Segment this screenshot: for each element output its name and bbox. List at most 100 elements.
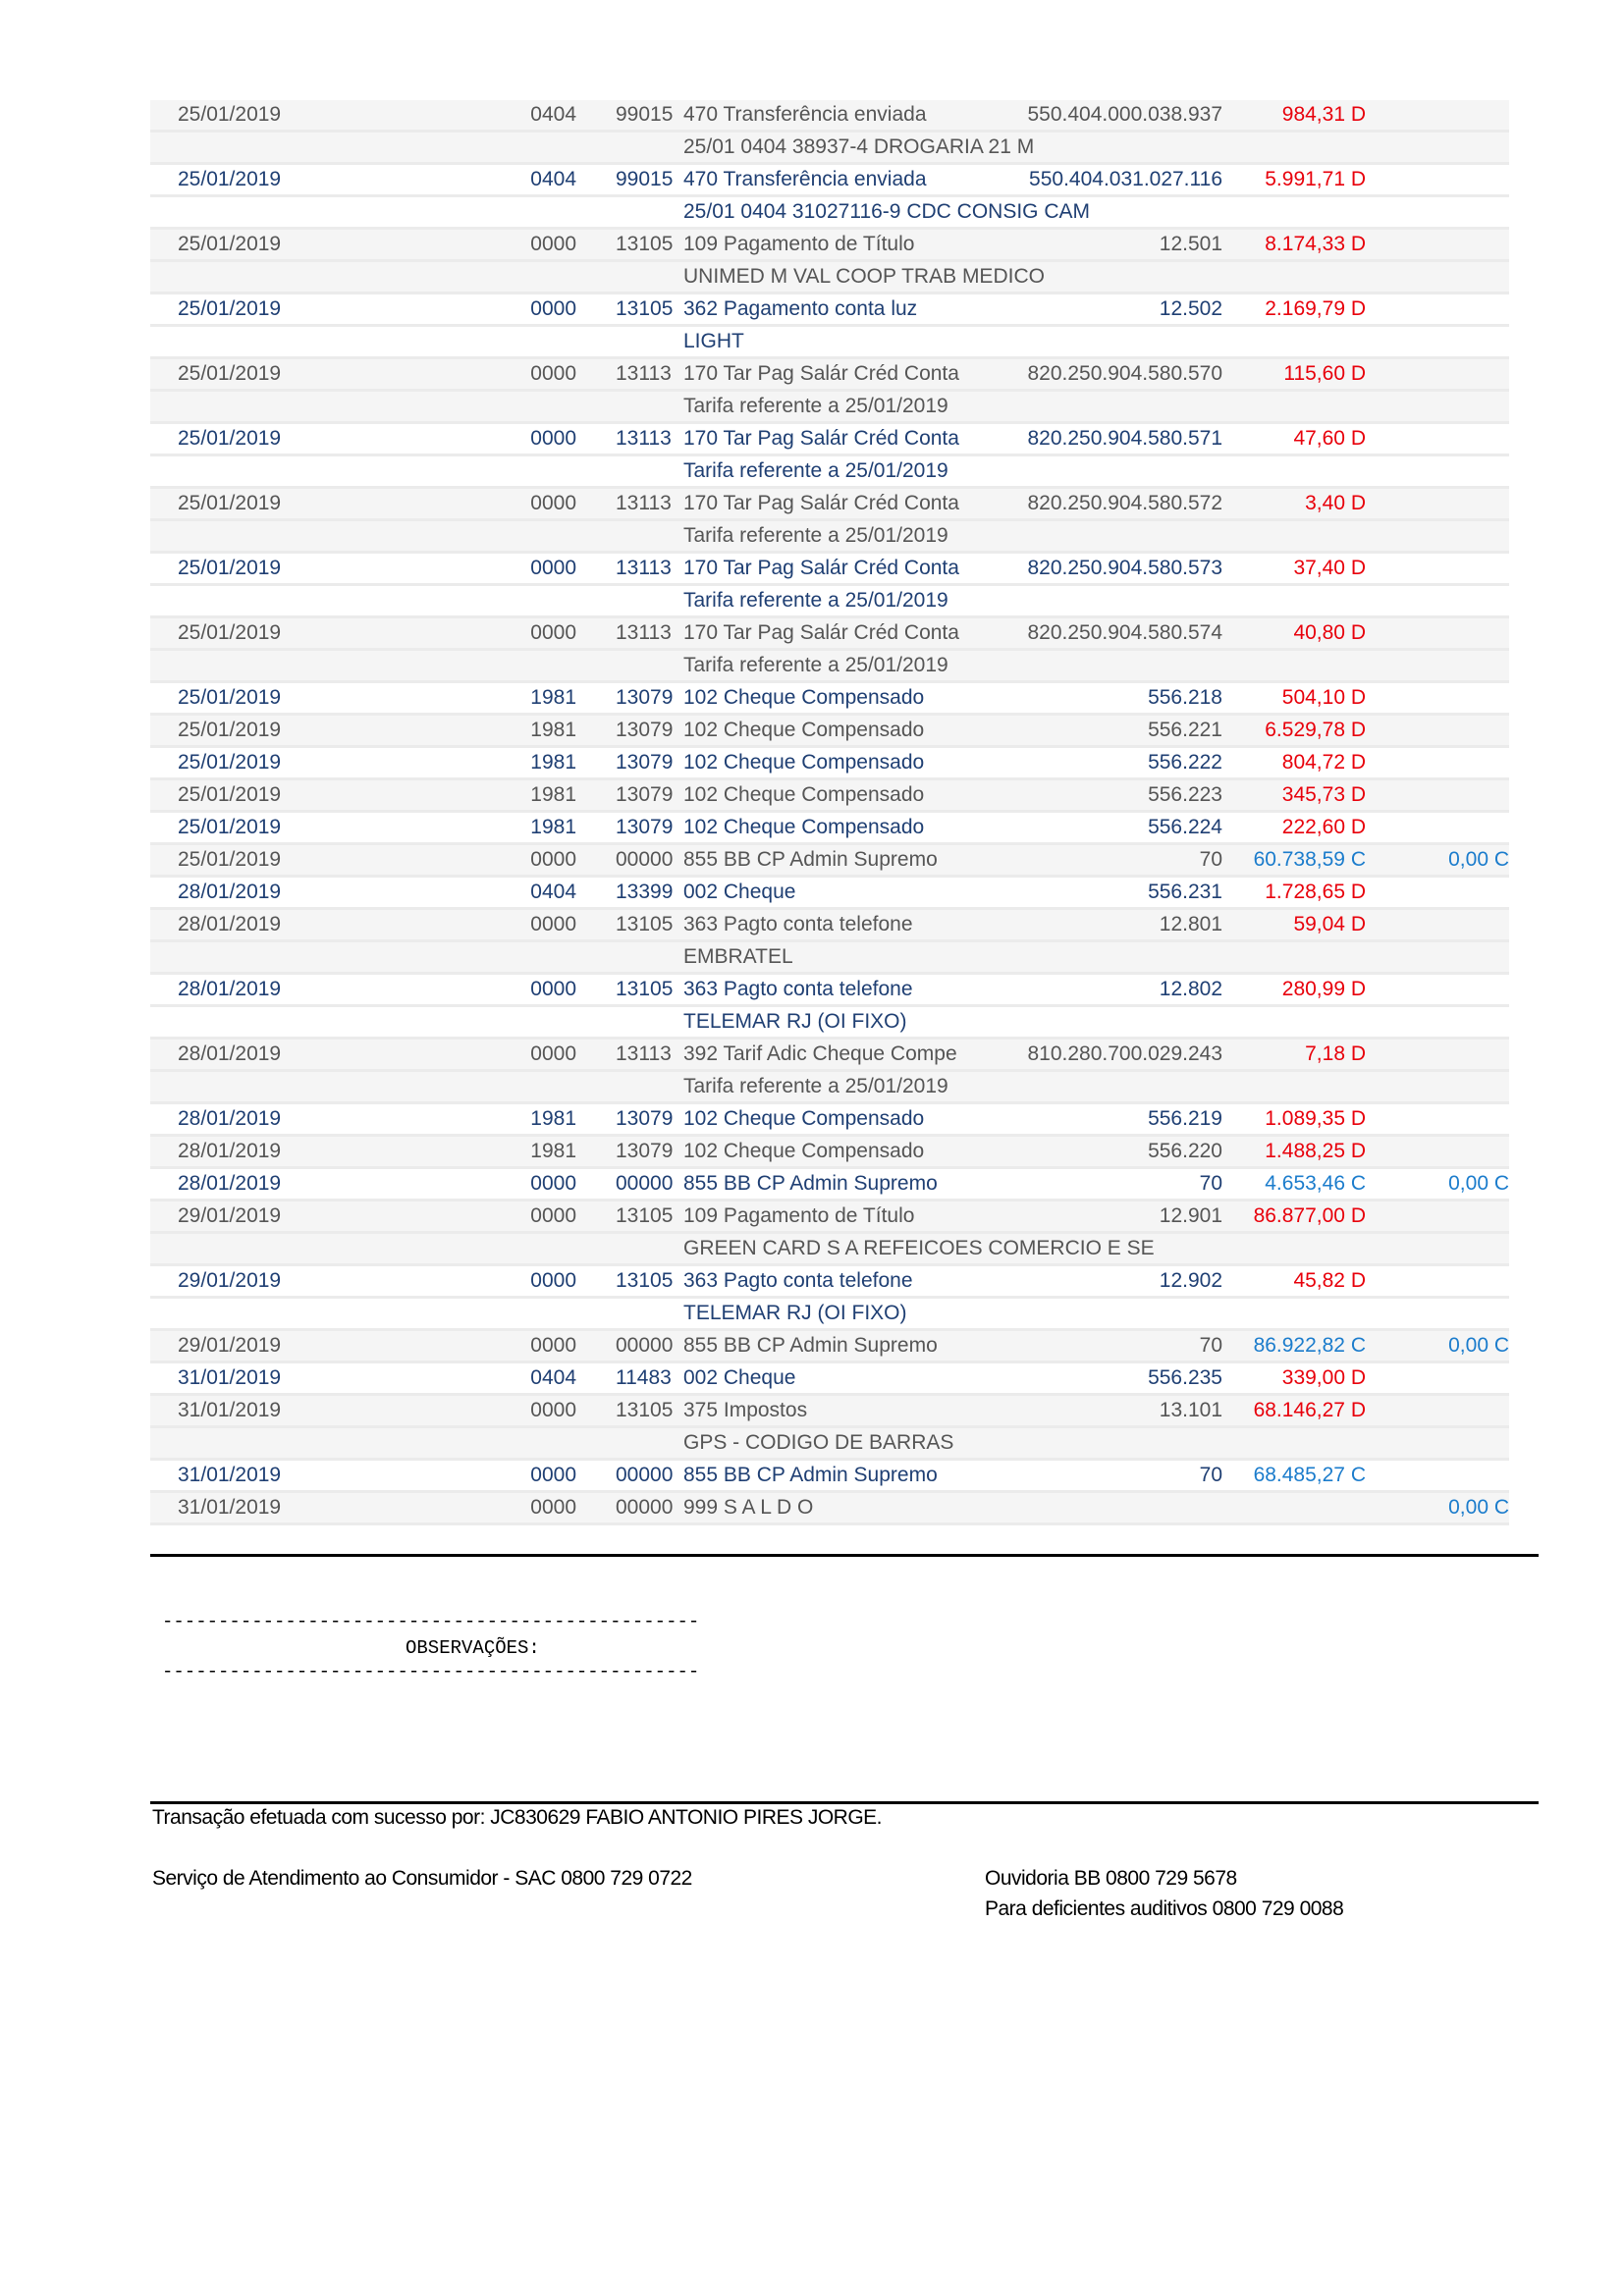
value-cell: 47,60 D — [1293, 427, 1366, 450]
observations-top-dashes: ----------------------------------------… — [162, 1611, 700, 1632]
value-cell: 345,73 D — [1281, 783, 1366, 806]
date-cell: 25/01/2019 — [178, 297, 282, 320]
lote-cell: 13105 — [616, 233, 674, 255]
history-cell: 363 Pagto conta telefone — [683, 978, 913, 1000]
lote-cell: 13079 — [616, 719, 674, 741]
document-cell: 556.220 — [1148, 1140, 1222, 1162]
lote-cell: 00000 — [616, 1334, 674, 1357]
lote-cell: 00000 — [616, 1172, 674, 1195]
history-cell: 109 Pagamento de Título — [683, 233, 915, 255]
table-row: 29/01/2019 0000 00000 855 BB CP Admin Supre… — [150, 1331, 1509, 1363]
value-cell: 3,40 D — [1305, 492, 1366, 514]
history-cell: 002 Cheque — [683, 1366, 796, 1389]
agency-cell: 0000 — [530, 1204, 576, 1227]
value-cell: 984,31 D — [1281, 103, 1366, 126]
table-row-detail: Tarifa referente a 25/01/2019 — [150, 651, 1509, 683]
agency-cell: 0000 — [530, 1172, 576, 1195]
table-row: 25/01/2019 0000 13105 109 Pagamento de Títu… — [150, 230, 1509, 262]
agency-cell: 0000 — [530, 1464, 576, 1486]
history-cell: 363 Pagto conta telefone — [683, 1269, 913, 1292]
table-row: 25/01/2019 0000 13113 170 Tar Pag Salár Cré… — [150, 489, 1509, 521]
document-cell: 556.219 — [1148, 1107, 1222, 1130]
document-cell: 810.280.700.029.243 — [1027, 1042, 1222, 1065]
agency-cell: 1981 — [530, 1140, 576, 1162]
document-cell: 70 — [1199, 1464, 1222, 1486]
balance-cell: 0,00 C — [1448, 848, 1509, 871]
table-row: 25/01/2019 0404 99015 470 Transferência env… — [150, 165, 1509, 197]
table-row: 25/01/2019 0000 13105 362 Pagamento conta l… — [150, 294, 1509, 327]
table-row: 31/01/2019 0000 13105 375 Impostos 13.101 68.… — [150, 1396, 1509, 1428]
detail-cell: Tarifa referente a 25/01/2019 — [683, 459, 948, 482]
table-row: 25/01/2019 0000 13113 170 Tar Pag Salár Cré… — [150, 554, 1509, 586]
detail-cell: TELEMAR RJ (OI FIXO) — [683, 1302, 907, 1324]
detail-cell: 25/01 0404 38937-4 DROGARIA 21 M — [683, 135, 1035, 158]
table-row-detail: LIGHT — [150, 327, 1509, 359]
document-cell: 70 — [1199, 1334, 1222, 1357]
history-cell: 170 Tar Pag Salár Créd Conta — [683, 362, 959, 385]
history-cell: 109 Pagamento de Título — [683, 1204, 915, 1227]
history-cell: 102 Cheque Compensado — [683, 1107, 925, 1130]
history-cell: 102 Cheque Compensado — [683, 686, 925, 709]
table-row-detail: 25/01 0404 38937-4 DROGARIA 21 M — [150, 133, 1509, 165]
table-row-detail: Tarifa referente a 25/01/2019 — [150, 586, 1509, 618]
value-cell: 222,60 D — [1281, 816, 1366, 838]
table-row: 25/01/2019 0000 13113 170 Tar Pag Salár Cré… — [150, 359, 1509, 392]
date-cell: 31/01/2019 — [178, 1464, 282, 1486]
agency-cell: 0404 — [530, 103, 576, 126]
date-cell: 28/01/2019 — [178, 1140, 282, 1162]
date-cell: 29/01/2019 — [178, 1334, 282, 1357]
table-row: 28/01/2019 0404 13399 002 Cheque 556.231 1.72… — [150, 878, 1509, 910]
history-cell: 170 Tar Pag Salár Créd Conta — [683, 557, 959, 579]
lote-cell: 00000 — [616, 1464, 674, 1486]
value-cell: 280,99 D — [1281, 978, 1366, 1000]
observations-label: OBSERVAÇÕES: — [406, 1637, 540, 1659]
history-cell: 102 Cheque Compensado — [683, 783, 925, 806]
document-cell: 70 — [1199, 1172, 1222, 1195]
agency-cell: 0404 — [530, 1366, 576, 1389]
agency-cell: 0000 — [530, 1042, 576, 1065]
document-cell: 12.802 — [1159, 978, 1222, 1000]
history-cell: 375 Impostos — [683, 1399, 808, 1421]
table-row: 28/01/2019 0000 13113 392 Tarif Adic Cheque… — [150, 1040, 1509, 1072]
lote-cell: 13105 — [616, 1269, 674, 1292]
detail-cell: Tarifa referente a 25/01/2019 — [683, 589, 948, 612]
lote-cell: 99015 — [616, 103, 674, 126]
date-cell: 28/01/2019 — [178, 1172, 282, 1195]
lote-cell: 13113 — [616, 492, 672, 514]
document-cell: 820.250.904.580.573 — [1027, 557, 1222, 579]
value-cell: 68.485,27 C — [1253, 1464, 1366, 1486]
date-cell: 31/01/2019 — [178, 1496, 282, 1519]
table-row-detail: GREEN CARD S A REFEICOES COMERCIO E SE — [150, 1234, 1509, 1266]
agency-cell: 0000 — [530, 1269, 576, 1292]
value-cell: 86.877,00 D — [1253, 1204, 1366, 1227]
lote-cell: 00000 — [616, 1496, 674, 1519]
agency-cell: 0404 — [530, 881, 576, 903]
agency-cell: 0000 — [530, 1496, 576, 1519]
value-cell: 2.169,79 D — [1265, 297, 1366, 320]
history-cell: 855 BB CP Admin Supremo — [683, 848, 938, 871]
document-cell: 820.250.904.580.571 — [1027, 427, 1222, 450]
document-cell: 556.231 — [1148, 881, 1222, 903]
value-cell: 1.089,35 D — [1265, 1107, 1366, 1130]
balance-cell: 0,00 C — [1448, 1496, 1509, 1519]
lote-cell: 13113 — [616, 621, 672, 644]
table-row: 28/01/2019 1981 13079 102 Cheque Compensado… — [150, 1104, 1509, 1137]
table-row: 25/01/2019 0404 99015 470 Transferência env… — [150, 100, 1509, 133]
table-row-detail: Tarifa referente a 25/01/2019 — [150, 456, 1509, 489]
history-cell: 855 BB CP Admin Supremo — [683, 1172, 938, 1195]
value-cell: 6.529,78 D — [1265, 719, 1366, 741]
table-row: 25/01/2019 0000 13113 170 Tar Pag Salár Cré… — [150, 618, 1509, 651]
detail-cell: Tarifa referente a 25/01/2019 — [683, 524, 948, 547]
sac-contact: Serviço de Atendimento ao Consumidor - S… — [152, 1867, 692, 1890]
document-cell: 13.101 — [1159, 1399, 1222, 1421]
balance-cell: 0,00 C — [1448, 1334, 1509, 1357]
deaf-contact: Para deficientes auditivos 0800 729 0088 — [985, 1897, 1344, 1920]
table-row: 28/01/2019 0000 13105 363 Pagto conta telef… — [150, 910, 1509, 942]
history-cell: 170 Tar Pag Salár Créd Conta — [683, 427, 959, 450]
history-cell: 102 Cheque Compensado — [683, 1140, 925, 1162]
date-cell: 29/01/2019 — [178, 1204, 282, 1227]
detail-cell: TELEMAR RJ (OI FIXO) — [683, 1010, 907, 1033]
value-cell: 45,82 D — [1293, 1269, 1366, 1292]
table-row: 25/01/2019 0000 00000 855 BB CP Admin Supre… — [150, 845, 1509, 878]
date-cell: 25/01/2019 — [178, 719, 282, 741]
